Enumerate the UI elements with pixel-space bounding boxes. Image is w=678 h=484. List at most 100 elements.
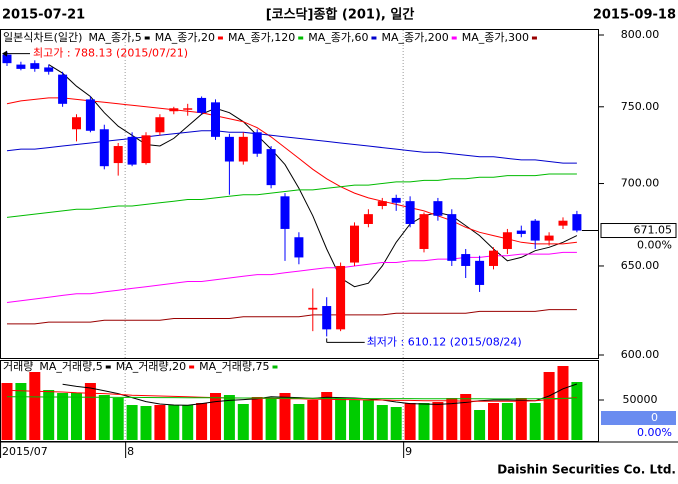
y-tick-label: 650.00 <box>621 259 660 272</box>
y-tick-label: 700.00 <box>621 177 660 190</box>
legend-swatch <box>144 36 150 40</box>
volume-bar <box>404 403 416 440</box>
volume-bar <box>432 402 444 440</box>
candle-body <box>433 201 443 216</box>
volume-average-line <box>62 383 578 406</box>
candle-body <box>475 260 485 285</box>
candle-body <box>377 201 387 207</box>
candle-body <box>308 307 318 310</box>
candle-body <box>169 108 179 112</box>
volume-bar <box>29 372 41 440</box>
legend-swatch <box>272 365 278 369</box>
volume-bar <box>154 405 166 440</box>
volume-bar <box>223 395 235 440</box>
volume-bar <box>390 407 402 440</box>
candle-body <box>544 235 554 241</box>
volume-bar <box>168 405 180 440</box>
annotation: 최저가 : 610.12 (2015/08/24) <box>367 335 522 348</box>
y-tick-label: 750.00 <box>621 100 660 113</box>
panel-title: 거래량 <box>3 360 33 373</box>
annotation: 최고가 : 788.13 (2015/07/21) <box>33 47 188 60</box>
volume-bar <box>349 400 360 440</box>
candle-body <box>419 214 429 249</box>
candle-body <box>99 129 109 167</box>
moving-average-line <box>7 309 577 325</box>
volume-bar <box>488 403 499 440</box>
candle-body <box>113 146 123 164</box>
y-tick-label: 800.00 <box>621 28 660 41</box>
volume-bar <box>543 372 555 440</box>
legend-entry: MA_거래량,20 <box>116 360 186 373</box>
start-date: 2015-07-21 <box>2 8 85 23</box>
legend-swatch <box>105 365 111 369</box>
legend-entry: MA_종가,200 <box>381 31 448 44</box>
x-tick-label: 8 <box>127 445 134 458</box>
volume-bar <box>321 392 333 440</box>
candle-body <box>572 214 582 231</box>
legend-swatch <box>189 365 195 369</box>
candle-body <box>155 117 165 133</box>
volume-bar <box>571 382 583 440</box>
y-tick-label: 600.00 <box>621 348 660 361</box>
volume-bar <box>15 383 27 440</box>
candle-body <box>141 135 151 164</box>
volume-bar <box>460 394 472 440</box>
x-tick-label: 9 <box>405 445 412 458</box>
legend-entry: MA_종가,60 <box>308 31 368 44</box>
volume-bar <box>265 398 277 440</box>
change: 0.00% <box>637 239 672 252</box>
legend-swatch <box>217 36 223 40</box>
volume-bar <box>140 406 152 440</box>
volume-bar <box>126 405 138 440</box>
candle-body <box>2 54 12 64</box>
candle-body <box>516 230 526 234</box>
volume-bar <box>43 390 55 440</box>
candle-body <box>16 64 26 69</box>
change: 0.00% <box>637 426 672 439</box>
candle-body <box>391 197 401 203</box>
candle-body <box>58 74 68 104</box>
volume-average-line <box>7 396 577 400</box>
y-tick-label: 50000 <box>623 393 658 406</box>
candle-body <box>238 136 248 162</box>
legend-swatch <box>531 36 537 40</box>
moving-average-line <box>6 97 577 245</box>
candle-body <box>405 201 415 224</box>
legend-swatch <box>451 36 457 40</box>
chart-title: [코스닥]종합 (201), 일간 <box>266 7 415 23</box>
volume-average-line <box>6 389 577 402</box>
candle-body <box>350 225 359 263</box>
candle-body <box>530 220 540 241</box>
volume-bar <box>335 398 347 440</box>
volume-bar <box>112 398 124 440</box>
candle-body <box>363 214 373 224</box>
candle-body <box>197 97 207 113</box>
candle-body <box>72 117 81 130</box>
volume-bar <box>196 403 208 440</box>
candle-body <box>461 254 471 266</box>
volume-bar <box>557 366 569 440</box>
volume-bar <box>293 404 305 440</box>
volume-bar <box>237 404 249 440</box>
volume-bar <box>307 400 319 440</box>
legend-entry: MA_종가,20 <box>155 31 215 44</box>
panel-title: 일본식차트(일간) <box>3 30 82 44</box>
last-volume: 0 <box>651 411 658 424</box>
candle-body <box>30 63 40 69</box>
x-tick-label: 2015/07 <box>2 445 48 458</box>
candle-body <box>447 214 457 261</box>
candle-body <box>224 136 234 162</box>
legend-swatch <box>371 36 377 40</box>
volume-bar <box>1 383 13 440</box>
candle-body <box>211 102 220 137</box>
moving-average-line <box>6 173 577 218</box>
candle-body <box>252 132 262 154</box>
legend-entry: MA_종가,120 <box>228 31 295 44</box>
volume-bar <box>362 400 374 440</box>
candle-body <box>489 250 498 266</box>
candle-body <box>183 108 193 110</box>
legend-swatch <box>298 36 304 40</box>
candle-body <box>44 67 54 72</box>
last-price-box <box>600 223 677 239</box>
